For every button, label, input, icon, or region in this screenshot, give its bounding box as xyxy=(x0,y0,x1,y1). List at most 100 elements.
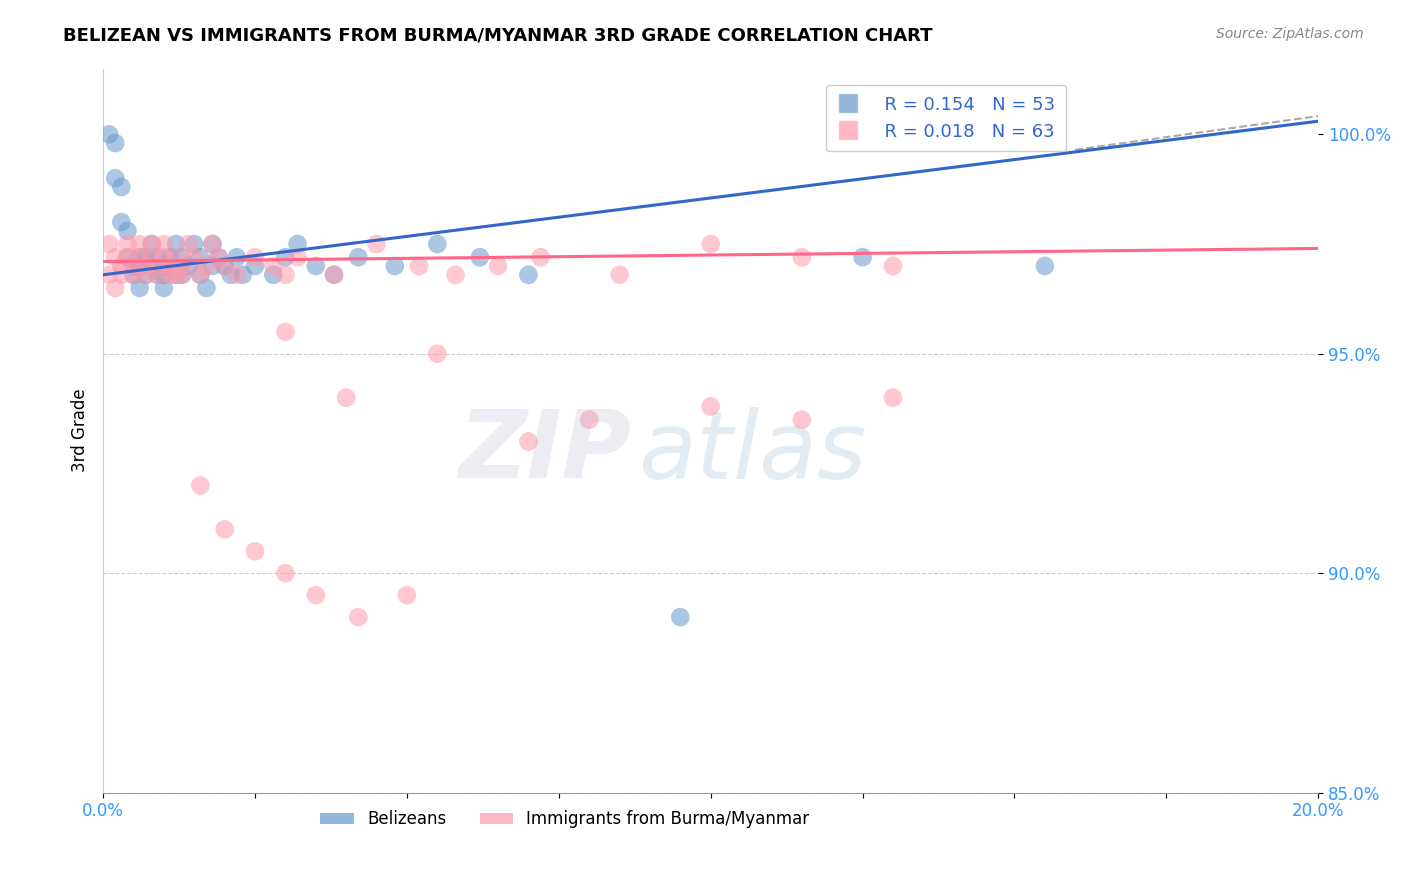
Point xyxy=(188,478,211,492)
Point xyxy=(243,250,266,264)
Point xyxy=(335,391,357,405)
Point xyxy=(214,522,236,536)
Point xyxy=(141,259,163,273)
Point xyxy=(287,237,309,252)
Point xyxy=(110,259,132,273)
Point xyxy=(141,250,163,264)
Point xyxy=(183,237,205,252)
Point xyxy=(468,250,491,264)
Point xyxy=(207,250,229,264)
Point xyxy=(882,391,904,405)
Point xyxy=(408,259,430,273)
Point xyxy=(153,281,176,295)
Point xyxy=(153,237,176,252)
Point xyxy=(117,237,139,252)
Point xyxy=(195,259,218,273)
Point xyxy=(165,268,187,282)
Point xyxy=(195,281,218,295)
Point xyxy=(104,136,127,150)
Point xyxy=(159,268,181,282)
Point xyxy=(110,180,132,194)
Point xyxy=(146,268,169,282)
Point xyxy=(243,259,266,273)
Point xyxy=(517,434,540,449)
Point xyxy=(201,259,224,273)
Point xyxy=(122,259,145,273)
Point xyxy=(159,259,181,273)
Point xyxy=(882,259,904,273)
Point xyxy=(347,610,370,624)
Point xyxy=(444,268,467,282)
Point xyxy=(188,268,211,282)
Point xyxy=(122,268,145,282)
Text: ZIP: ZIP xyxy=(458,407,631,499)
Point xyxy=(122,268,145,282)
Point xyxy=(262,268,284,282)
Point xyxy=(274,325,297,339)
Text: BELIZEAN VS IMMIGRANTS FROM BURMA/MYANMAR 3RD GRADE CORRELATION CHART: BELIZEAN VS IMMIGRANTS FROM BURMA/MYANMA… xyxy=(63,27,932,45)
Point xyxy=(153,268,176,282)
Point xyxy=(188,268,211,282)
Point xyxy=(98,237,121,252)
Point xyxy=(219,268,242,282)
Point xyxy=(153,259,176,273)
Point xyxy=(699,400,721,414)
Point xyxy=(110,268,132,282)
Point xyxy=(117,250,139,264)
Point xyxy=(852,250,875,264)
Point xyxy=(201,237,224,252)
Point xyxy=(207,250,229,264)
Point xyxy=(395,588,418,602)
Point xyxy=(426,347,449,361)
Point xyxy=(159,259,181,273)
Point xyxy=(177,259,200,273)
Point xyxy=(214,259,236,273)
Point xyxy=(201,237,224,252)
Point xyxy=(135,268,157,282)
Point xyxy=(274,268,297,282)
Point xyxy=(146,268,169,282)
Point xyxy=(165,237,187,252)
Point xyxy=(146,259,169,273)
Point xyxy=(529,250,551,264)
Point xyxy=(517,268,540,282)
Point xyxy=(347,250,370,264)
Point xyxy=(1033,259,1056,273)
Point xyxy=(243,544,266,558)
Point xyxy=(172,259,194,273)
Point xyxy=(790,412,813,426)
Point xyxy=(183,250,205,264)
Point xyxy=(165,268,187,282)
Point xyxy=(98,268,121,282)
Point xyxy=(172,268,194,282)
Point xyxy=(172,250,194,264)
Point xyxy=(172,268,194,282)
Point xyxy=(214,259,236,273)
Point xyxy=(165,250,187,264)
Point xyxy=(135,259,157,273)
Legend: Belizeans, Immigrants from Burma/Myanmar: Belizeans, Immigrants from Burma/Myanmar xyxy=(314,804,815,835)
Point xyxy=(104,171,127,186)
Point xyxy=(110,215,132,229)
Point xyxy=(117,224,139,238)
Point xyxy=(104,281,127,295)
Point xyxy=(262,259,284,273)
Point xyxy=(135,268,157,282)
Point xyxy=(305,588,328,602)
Point xyxy=(287,250,309,264)
Point xyxy=(141,237,163,252)
Point xyxy=(323,268,346,282)
Point xyxy=(225,268,247,282)
Point xyxy=(177,237,200,252)
Point xyxy=(135,250,157,264)
Point xyxy=(790,250,813,264)
Point xyxy=(98,128,121,142)
Point xyxy=(104,250,127,264)
Point xyxy=(225,250,247,264)
Point xyxy=(699,237,721,252)
Point xyxy=(232,268,254,282)
Point xyxy=(128,237,150,252)
Point xyxy=(305,259,328,273)
Point xyxy=(128,281,150,295)
Point xyxy=(578,412,600,426)
